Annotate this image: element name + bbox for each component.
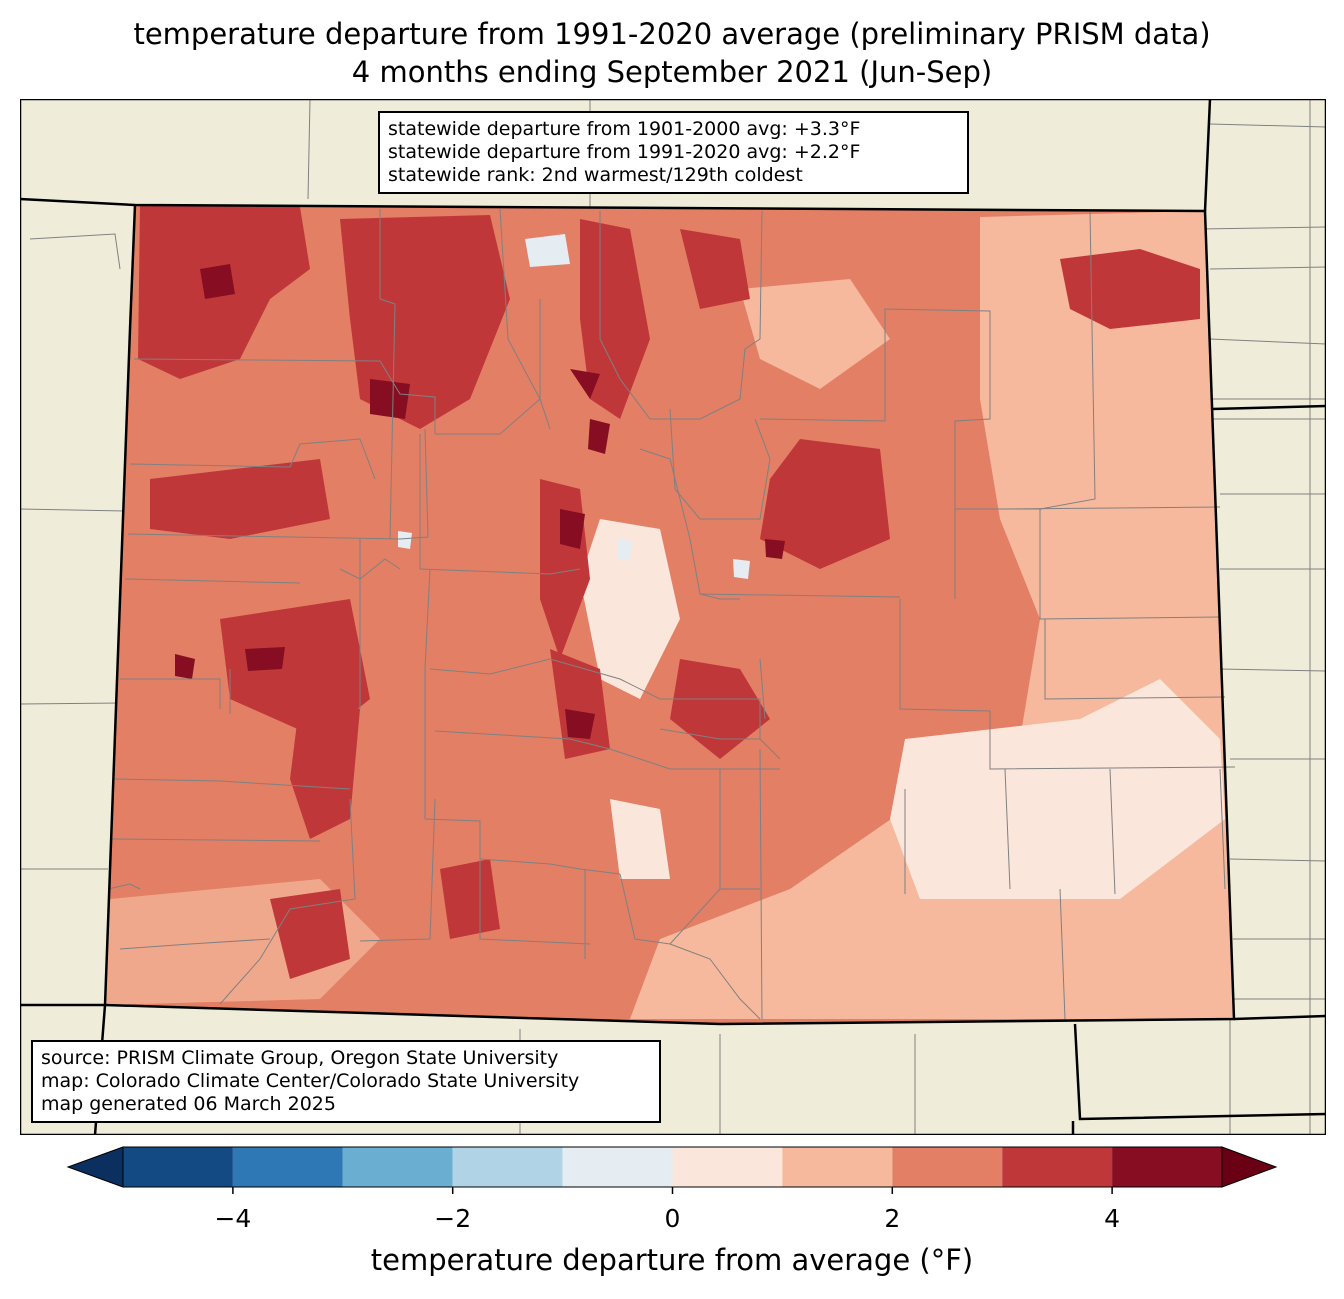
- colorbar-bin: [123, 1147, 233, 1187]
- colorbar-tick-label: −2: [434, 1204, 471, 1233]
- colorbar-tick-label: 4: [1104, 1204, 1120, 1233]
- colorbar: −4 −2 0 2 4: [66, 1146, 1278, 1233]
- colorbar-bin: [232, 1147, 343, 1187]
- credits-line-3: map generated 06 March 2025: [41, 1093, 336, 1115]
- temperature-contours: [105, 205, 1234, 1019]
- stats-line-3: statewide rank: 2nd warmest/129th coldes…: [388, 164, 803, 186]
- map-frame: [20, 99, 1326, 1135]
- statewide-stats-box: statewide departure from 1901-2000 avg: …: [378, 111, 969, 194]
- colorbar-bin: [782, 1147, 893, 1187]
- colorbar-label: temperature departure from average (°F): [370, 1243, 974, 1277]
- colorbar-bin: [672, 1147, 783, 1187]
- map-title-line-2: 4 months ending September 2021 (Jun-Sep): [351, 55, 993, 89]
- colorbar-under-triangle: [66, 1146, 124, 1188]
- colorbar-tick-label: 2: [884, 1204, 900, 1233]
- colorbar-bin: [1002, 1147, 1113, 1187]
- credits-box: source: PRISM Climate Group, Oregon Stat…: [31, 1040, 661, 1123]
- stats-line-2: statewide departure from 1991-2020 avg: …: [388, 141, 861, 163]
- colorbar-tick-label: −4: [214, 1204, 251, 1233]
- colorbar-bin: [342, 1147, 453, 1187]
- colorbar-bin: [1112, 1147, 1222, 1187]
- colorbar-bin: [562, 1147, 673, 1187]
- colorbar-tick-label: 0: [665, 1204, 681, 1233]
- stats-line-1: statewide departure from 1901-2000 avg: …: [388, 118, 861, 140]
- colorbar-bin: [452, 1147, 563, 1187]
- colorbar-bin: [892, 1147, 1003, 1187]
- county-lines: [107, 208, 1236, 1020]
- map-title-line-1: temperature departure from 1991-2020 ave…: [133, 17, 1211, 51]
- colorbar-over-triangle: [1221, 1146, 1278, 1188]
- neighbor-county-lines: [20, 99, 1326, 1135]
- credits-line-2: map: Colorado Climate Center/Colorado St…: [41, 1070, 580, 1092]
- colorado-temperature-map: [20, 99, 1326, 1135]
- credits-line-1: source: PRISM Climate Group, Oregon Stat…: [41, 1047, 559, 1069]
